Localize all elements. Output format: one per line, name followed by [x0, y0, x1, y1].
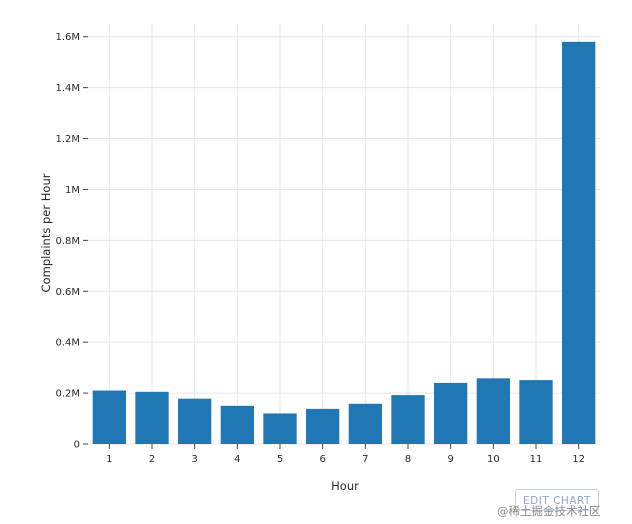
bar	[306, 408, 340, 444]
x-axis-title: Hour	[331, 479, 359, 493]
bar	[562, 41, 596, 445]
y-tick-label: 1.2M	[55, 134, 80, 145]
bar	[476, 378, 510, 444]
bar	[263, 413, 297, 444]
y-tick-label: 0.6M	[55, 287, 80, 298]
y-tick-label: 0.4M	[55, 338, 80, 349]
y-axis-title: Complaints per Hour	[39, 173, 53, 292]
bar	[92, 390, 126, 444]
x-tick-label: 3	[191, 454, 197, 465]
x-tick-label: 10	[487, 454, 500, 465]
bar	[519, 380, 553, 444]
y-tick-label: 1.6M	[55, 32, 80, 43]
y-tick-label: 0.2M	[55, 389, 80, 400]
x-tick-label: 11	[530, 454, 543, 465]
y-tick-label: 1.4M	[55, 83, 80, 94]
x-tick-label: 7	[362, 454, 368, 465]
bar	[348, 403, 382, 444]
bar	[434, 382, 468, 444]
x-tick-label: 2	[149, 454, 155, 465]
y-tick-label: 0	[74, 440, 80, 451]
x-tick-label: 5	[277, 454, 283, 465]
y-axis: 0 0.2M 0.4M 0.6M 0.8M 1M 1.2M 1.4M 1.6M	[55, 32, 88, 451]
bar	[220, 405, 254, 444]
x-axis: 1 2 3 4 5 6 7 8 9 10 11 12	[106, 444, 585, 465]
bars	[92, 41, 596, 445]
x-tick-label: 12	[572, 454, 585, 465]
x-tick-label: 6	[319, 454, 325, 465]
bar	[391, 395, 425, 444]
x-tick-label: 9	[447, 454, 453, 465]
x-tick-label: 1	[106, 454, 112, 465]
y-tick-label: 0.8M	[55, 236, 80, 247]
edit-chart-link[interactable]: EDIT CHART	[515, 489, 599, 511]
bar	[178, 398, 212, 444]
x-tick-label: 8	[405, 454, 411, 465]
y-tick-label: 1M	[65, 185, 80, 196]
x-tick-label: 4	[234, 454, 240, 465]
bar	[135, 391, 169, 444]
watermark-text: @稀土掘金技术社区	[497, 504, 601, 518]
